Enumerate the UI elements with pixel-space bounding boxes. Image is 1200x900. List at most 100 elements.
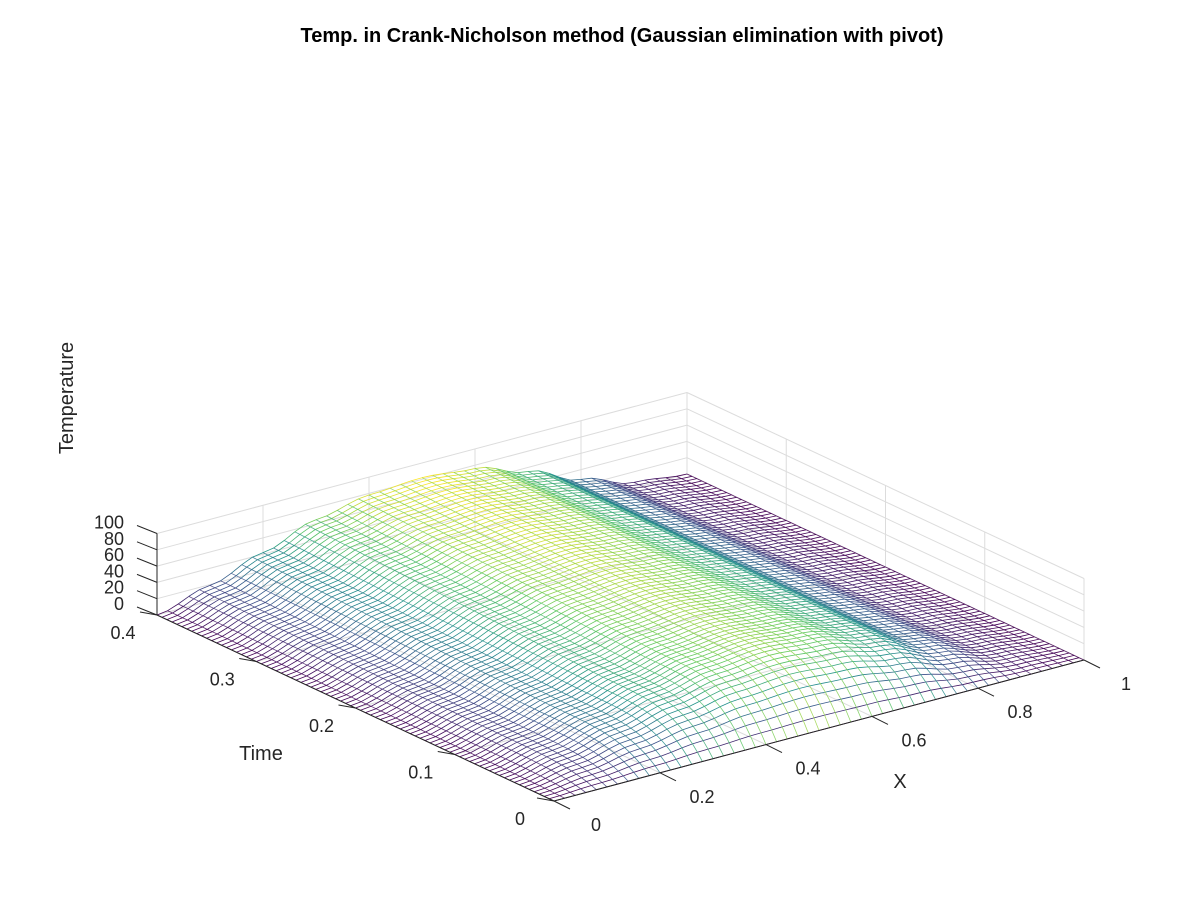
mesh-segment-time xyxy=(621,562,633,565)
mesh-segment-time xyxy=(600,704,612,712)
mesh-segment-time xyxy=(834,593,846,596)
mesh-segment-time xyxy=(192,615,204,623)
mesh-segment-time xyxy=(689,610,701,614)
mesh-segment-time xyxy=(546,752,558,758)
mesh-segment-time xyxy=(821,652,833,656)
mesh-segment-time xyxy=(449,584,461,590)
mesh-segment-time xyxy=(632,560,644,563)
mesh-segment-time xyxy=(735,577,747,581)
mesh-segment-time xyxy=(371,611,383,618)
mesh-segment-time xyxy=(220,572,232,582)
mesh-segment-time xyxy=(318,549,330,559)
mesh-segment-time xyxy=(749,640,761,644)
mesh-segment-time xyxy=(330,523,342,528)
mesh-segment-time xyxy=(407,607,419,616)
mesh-segment-time xyxy=(702,651,713,657)
mesh-segment-time xyxy=(772,622,783,626)
mesh-segment-time xyxy=(616,626,628,632)
mesh-segment-time xyxy=(246,559,258,568)
mesh-segment-time xyxy=(771,630,783,633)
mesh-segment-time xyxy=(542,740,554,746)
mesh-segment-time xyxy=(567,664,579,672)
mesh-segment-time xyxy=(357,595,369,601)
mesh-segment-time xyxy=(333,650,345,655)
mesh-segment-time xyxy=(820,618,831,622)
mesh-segment-time xyxy=(452,483,464,486)
mesh-segment-time xyxy=(520,759,532,767)
mesh-segment-time xyxy=(610,497,621,500)
mesh-segment-time xyxy=(845,594,857,598)
mesh-segment-time xyxy=(326,510,338,517)
mesh-segment-time xyxy=(829,591,841,594)
mesh-segment-time xyxy=(709,690,721,697)
mesh-segment-time xyxy=(623,482,635,484)
mesh-segment-time xyxy=(436,489,447,494)
mesh-segment-time xyxy=(789,540,800,542)
mesh-segment-time xyxy=(683,571,695,575)
mesh-segment-time xyxy=(801,647,812,650)
mesh-segment-time xyxy=(389,655,401,664)
mesh-segment-time xyxy=(579,562,591,567)
mesh-segment-time xyxy=(478,538,490,543)
mesh-segment-time xyxy=(808,549,820,552)
mesh-segment-time xyxy=(415,556,427,563)
mesh-segment-time xyxy=(534,778,546,784)
right-wall-grid-line-z xyxy=(686,408,1085,596)
mesh-segment-time xyxy=(419,657,431,667)
mesh-segment-time xyxy=(472,493,483,496)
mesh-segment-time xyxy=(965,643,977,646)
mesh-segment-time xyxy=(230,577,242,586)
mesh-segment-time xyxy=(522,473,534,476)
mesh-segment-time xyxy=(510,479,522,482)
mesh-segment-time xyxy=(591,770,603,775)
mesh-segment-time xyxy=(308,557,320,566)
mesh-segment-time xyxy=(556,595,568,601)
mesh-segment-time xyxy=(285,591,297,601)
mesh-segment-time xyxy=(300,598,312,608)
mesh-segment-time xyxy=(391,621,403,627)
mesh-segment-time xyxy=(945,634,957,637)
mesh-segment-time xyxy=(439,518,450,523)
mesh-segment-time xyxy=(888,697,899,701)
mesh-segment-time xyxy=(431,632,443,638)
mesh-segment-time xyxy=(463,530,475,536)
mesh-segment-time xyxy=(805,575,817,579)
mesh-segment-time xyxy=(696,523,708,527)
mesh-segment-time xyxy=(575,615,587,622)
mesh-segment-time xyxy=(774,527,786,530)
mesh-segment-time xyxy=(581,548,593,551)
mesh-segment-time xyxy=(518,706,530,715)
mesh-segment-time xyxy=(670,520,681,523)
mesh-segment-time xyxy=(455,654,467,660)
mesh-segment-time xyxy=(665,758,677,764)
mesh-segment-time xyxy=(216,627,229,635)
mesh-segment-time xyxy=(285,671,297,676)
mesh-segment-time xyxy=(831,663,843,667)
mesh-segment-time xyxy=(564,716,576,724)
mesh-segment-time xyxy=(825,585,837,588)
mesh-segment-time xyxy=(605,489,617,492)
mesh-segment-time xyxy=(1021,656,1033,660)
mesh-segment-time xyxy=(646,500,658,504)
mesh-segment-time xyxy=(579,570,591,576)
mesh-segment-time xyxy=(971,638,983,642)
mesh-segment-time xyxy=(872,591,883,595)
mesh-segment-time xyxy=(771,726,783,731)
mesh-segment-time xyxy=(681,743,693,749)
mesh-segment-time xyxy=(1058,652,1070,656)
mesh-segment-time xyxy=(499,771,511,776)
mesh-segment-time xyxy=(366,609,378,615)
mesh-segment-time xyxy=(562,751,574,756)
mesh-segment-time xyxy=(773,668,785,673)
mesh-segment-time xyxy=(587,499,599,501)
mesh-segment-time xyxy=(883,671,895,674)
mesh-segment-time xyxy=(635,739,646,745)
mesh-segment-time xyxy=(556,604,567,612)
mesh-segment-time xyxy=(390,709,402,717)
mesh-segment-time xyxy=(594,521,606,524)
mesh-segment-time xyxy=(567,527,579,531)
mesh-segment-time xyxy=(837,655,848,659)
mesh-segment-time xyxy=(607,613,618,618)
mesh-line-x xyxy=(421,477,820,731)
mesh-segment-time xyxy=(504,481,516,484)
